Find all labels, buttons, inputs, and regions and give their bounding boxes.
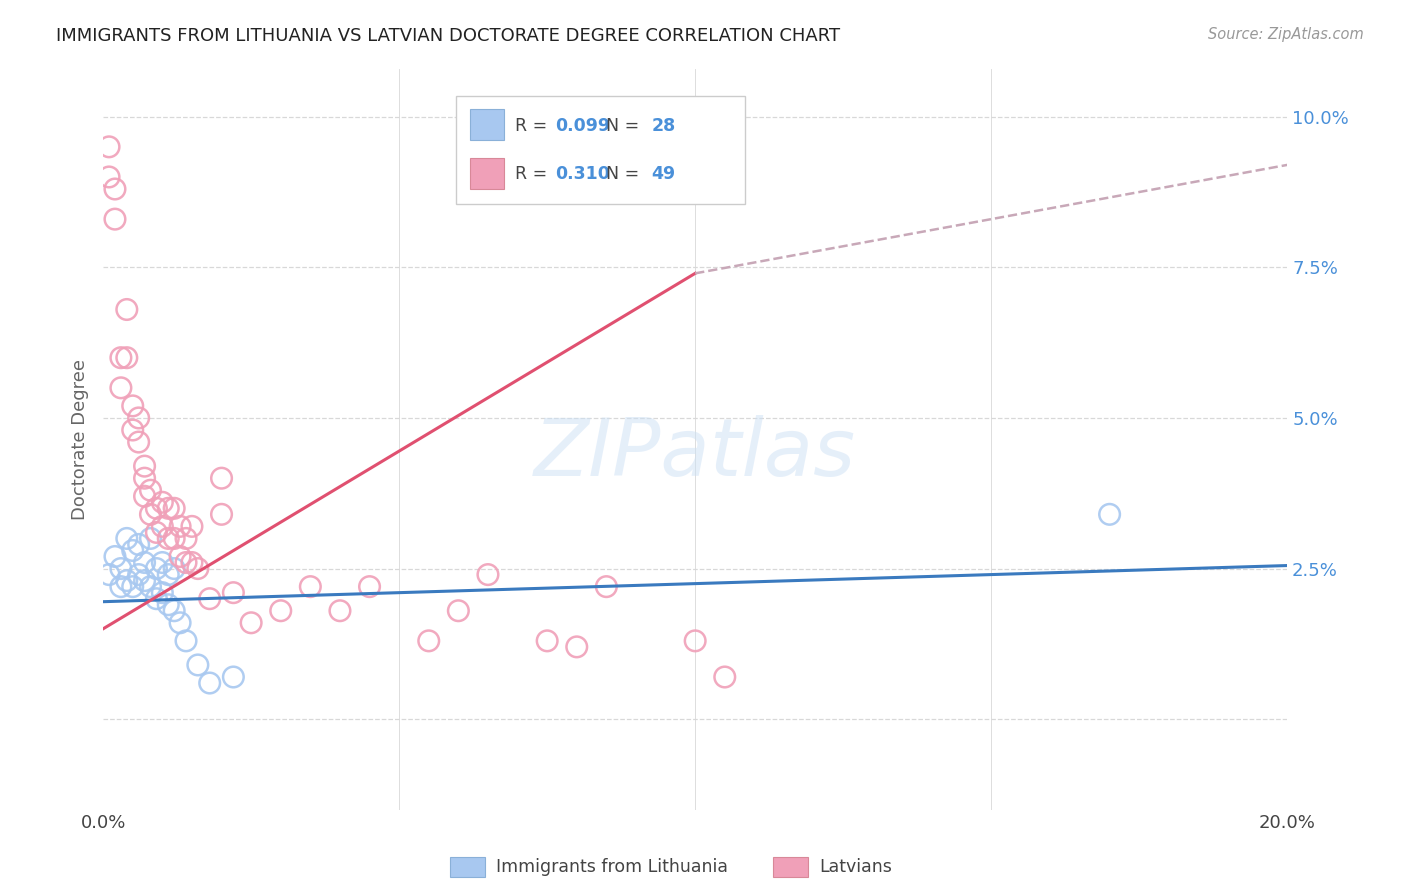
Point [115, 574, 138, 588]
Point [121, 399, 143, 413]
Point [418, 633, 440, 648]
Point [134, 489, 156, 503]
Text: R =: R = [515, 165, 553, 183]
Point [359, 580, 381, 594]
Point [198, 676, 221, 690]
Point [150, 495, 173, 509]
Point [222, 670, 245, 684]
Point [121, 580, 143, 594]
Point [128, 411, 150, 425]
Point [98, 567, 121, 582]
Y-axis label: Doctorate Degree: Doctorate Degree [72, 359, 89, 519]
Point [157, 567, 180, 582]
Point [181, 519, 204, 533]
Point [110, 351, 132, 365]
Point [211, 471, 233, 485]
Point [115, 302, 138, 317]
Point [115, 532, 138, 546]
Point [157, 598, 180, 612]
Point [713, 670, 735, 684]
Point [98, 169, 121, 184]
Point [187, 657, 209, 672]
Point [150, 585, 173, 599]
Point [115, 351, 138, 365]
Point [198, 591, 221, 606]
Text: IMMIGRANTS FROM LITHUANIA VS LATVIAN DOCTORATE DEGREE CORRELATION CHART: IMMIGRANTS FROM LITHUANIA VS LATVIAN DOC… [56, 27, 841, 45]
Point [145, 501, 167, 516]
Point [163, 604, 186, 618]
Text: Immigrants from Lithuania: Immigrants from Lithuania [496, 858, 728, 876]
Point [110, 561, 132, 575]
Text: 49: 49 [651, 165, 676, 183]
Text: N =: N = [606, 117, 645, 135]
Point [299, 580, 322, 594]
Point [222, 585, 245, 599]
Text: ZIPatlas: ZIPatlas [534, 415, 856, 493]
Point [134, 459, 156, 474]
Point [150, 519, 173, 533]
Point [211, 508, 233, 522]
Point [157, 532, 180, 546]
Point [174, 556, 197, 570]
Text: 0.099: 0.099 [555, 117, 610, 135]
Point [104, 549, 127, 564]
Point [134, 471, 156, 485]
Point [240, 615, 263, 630]
Point [134, 556, 156, 570]
Point [169, 549, 191, 564]
Point [121, 423, 143, 437]
Point [169, 615, 191, 630]
Point [128, 537, 150, 551]
Point [157, 501, 180, 516]
Point [477, 567, 499, 582]
Point [139, 532, 162, 546]
Point [536, 633, 558, 648]
Point [163, 501, 186, 516]
Point [98, 140, 121, 154]
Point [174, 532, 197, 546]
Text: Source: ZipAtlas.com: Source: ZipAtlas.com [1208, 27, 1364, 42]
Point [104, 182, 127, 196]
Point [104, 212, 127, 227]
Point [181, 556, 204, 570]
Point [595, 580, 617, 594]
Point [139, 508, 162, 522]
Point [329, 604, 352, 618]
Point [145, 525, 167, 540]
Point [139, 580, 162, 594]
Point [163, 561, 186, 575]
Point [128, 567, 150, 582]
Point [447, 604, 470, 618]
Point [565, 640, 588, 654]
Point [1098, 508, 1121, 522]
Point [169, 519, 191, 533]
Text: N =: N = [606, 165, 645, 183]
Point [110, 381, 132, 395]
Point [163, 532, 186, 546]
Point [128, 435, 150, 450]
Text: 0.310: 0.310 [555, 165, 610, 183]
Point [270, 604, 292, 618]
Text: 28: 28 [651, 117, 676, 135]
Point [134, 574, 156, 588]
Point [145, 591, 167, 606]
Point [110, 580, 132, 594]
Point [150, 556, 173, 570]
Text: R =: R = [515, 117, 553, 135]
Text: Latvians: Latvians [820, 858, 893, 876]
Point [139, 483, 162, 498]
Point [145, 561, 167, 575]
Point [683, 633, 706, 648]
Point [174, 633, 197, 648]
Point [121, 543, 143, 558]
Point [187, 561, 209, 575]
